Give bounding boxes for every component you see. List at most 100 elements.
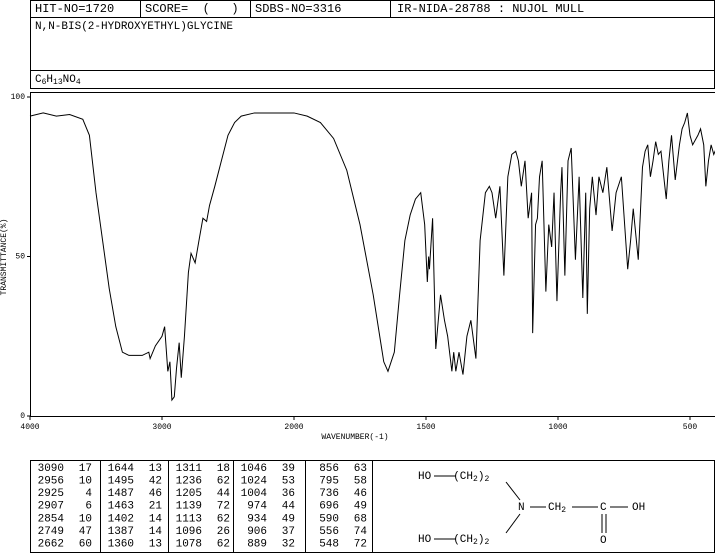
peak-wavenumber: 736	[319, 488, 339, 500]
peak-wavenumber: 2749	[38, 526, 64, 538]
atom: )	[478, 534, 485, 546]
atom-o: O	[600, 535, 607, 547]
sdbs-no: SDBS-NO=3316	[255, 2, 341, 16]
peak-intensity: 32	[282, 539, 295, 551]
peak-intensity: 10	[79, 513, 92, 525]
peak-intensity: 37	[282, 526, 295, 538]
formula-part: 13	[53, 78, 63, 87]
atom: )	[478, 471, 485, 483]
formula-part: NO	[63, 74, 77, 86]
peak-wavenumber: 548	[319, 539, 339, 551]
peak-wavenumber: 1113	[176, 513, 202, 525]
peak-intensity: 14	[149, 513, 163, 525]
peak-wavenumber: 3090	[38, 463, 64, 475]
peak-wavenumber: 934	[247, 513, 267, 525]
peak-wavenumber: 1360	[108, 539, 134, 551]
peak-wavenumber: 1487	[108, 488, 134, 500]
peak-wavenumber: 2907	[38, 501, 64, 513]
peak-intensity: 44	[217, 488, 231, 500]
y-tick-label: 50	[15, 253, 25, 262]
y-tick-label: 100	[11, 93, 26, 102]
peak-wavenumber: 1046	[241, 463, 267, 475]
formula-part: H	[46, 74, 53, 86]
peak-intensity: 18	[217, 463, 230, 475]
peak-intensity: 46	[149, 488, 162, 500]
peak-intensity: 14	[149, 526, 163, 538]
peak-wavenumber: 696	[319, 501, 339, 513]
peak-intensity: 44	[282, 501, 296, 513]
x-tick-label: 2000	[284, 423, 303, 432]
x-tick-label: 4000	[20, 423, 39, 432]
score: SCORE= ( )	[145, 2, 239, 16]
atom: 2	[473, 538, 478, 547]
atom: HO	[418, 534, 432, 546]
structure: HO (CH2)2 HO (CH2)2 N CH2 C OH O	[418, 471, 645, 547]
y-tick-label: 0	[20, 412, 25, 421]
peak-wavenumber: 2956	[38, 476, 64, 488]
peak-intensity: 42	[149, 476, 162, 488]
peak-wavenumber: 1387	[108, 526, 134, 538]
header-box	[30, 0, 715, 89]
method: IR-NIDA-28788 : NUJOL MULL	[397, 2, 584, 16]
peak-wavenumber: 1004	[241, 488, 268, 500]
peak-intensity: 62	[217, 476, 230, 488]
spectrum-line	[29, 112, 715, 402]
formula-part: 4	[76, 78, 81, 87]
peak-intensity: 60	[79, 539, 92, 551]
peak-wavenumber: 556	[319, 526, 339, 538]
atom: (CH	[453, 471, 473, 483]
peak-wavenumber: 1078	[176, 539, 202, 551]
peak-wavenumber: 1236	[176, 476, 202, 488]
peak-intensity: 74	[354, 526, 368, 538]
peak-intensity: 63	[354, 463, 367, 475]
atom: 2	[473, 475, 478, 484]
compound-name: N,N-BIS(2-HYDROXYETHYL)GLYCINE	[35, 21, 233, 33]
hit-no: HIT-NO=1720	[35, 2, 114, 16]
peak-wavenumber: 889	[247, 539, 267, 551]
peak-intensity: 53	[282, 476, 295, 488]
atom-n: N	[518, 502, 525, 514]
bond	[505, 481, 521, 501]
atom-oh: OH	[632, 502, 645, 514]
peak-intensity: 46	[354, 488, 367, 500]
peak-wavenumber: 2854	[38, 513, 65, 525]
peak-intensity: 36	[282, 488, 295, 500]
peak-wavenumber: 856	[319, 463, 339, 475]
atom: 2	[484, 475, 489, 484]
x-tick-label: 1500	[416, 423, 435, 432]
peak-intensity: 49	[354, 501, 367, 513]
peak-intensity: 17	[79, 463, 92, 475]
x-tick-label: 3000	[152, 423, 171, 432]
peak-wavenumber: 1644	[108, 463, 135, 475]
peak-intensity: 47	[79, 526, 92, 538]
x-tick-label: 500	[683, 423, 698, 432]
formula-part: 6	[42, 78, 47, 87]
atom: 2	[484, 538, 489, 547]
peak-intensity: 6	[85, 501, 92, 513]
chain: HO (CH2)2	[418, 534, 489, 547]
peak-intensity: 62	[217, 513, 230, 525]
peak-intensity: 58	[354, 476, 367, 488]
peak-intensity: 13	[149, 463, 162, 475]
peak-intensity: 26	[217, 526, 230, 538]
atom: HO	[418, 471, 432, 483]
peak-intensity: 62	[217, 539, 230, 551]
peak-wavenumber: 2662	[38, 539, 64, 551]
bond	[505, 513, 521, 534]
atom: (CH	[453, 534, 473, 546]
peak-wavenumber: 1402	[108, 513, 134, 525]
formula: C6H13NO4	[35, 74, 81, 87]
x-axis-label: WAVENUMBER(-1)	[321, 433, 388, 442]
x-tick-label: 1000	[548, 423, 567, 432]
peak-wavenumber: 906	[247, 526, 267, 538]
peak-wavenumber: 1463	[108, 501, 134, 513]
peak-intensity: 72	[354, 539, 367, 551]
peak-wavenumber: 795	[319, 476, 339, 488]
peak-wavenumber: 1205	[176, 488, 202, 500]
atom: 2	[561, 506, 566, 515]
chain: HO (CH2)2	[418, 471, 489, 484]
atom-ch2: CH2	[548, 502, 566, 515]
peak-wavenumber: 1139	[176, 501, 202, 513]
